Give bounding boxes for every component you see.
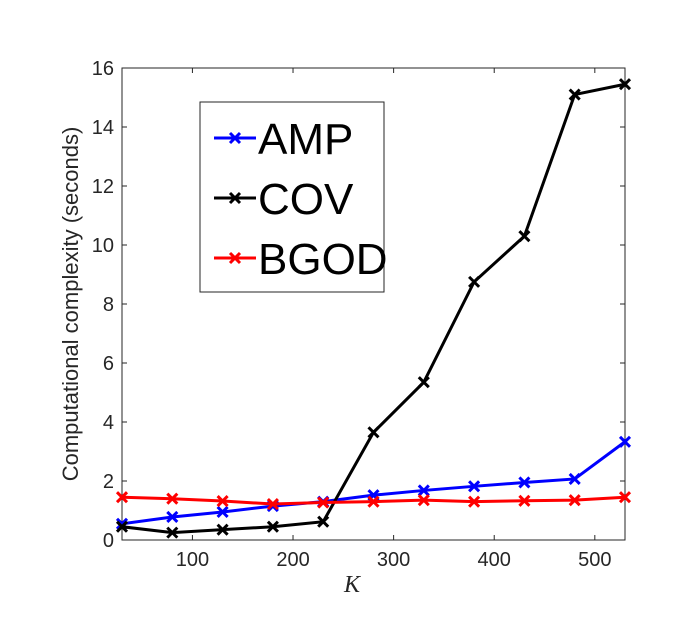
marker <box>618 491 632 504</box>
x-axis-label: K <box>343 572 362 598</box>
legend-label: AMP <box>258 115 353 164</box>
x-tick-label: 200 <box>276 549 309 571</box>
marker <box>417 484 430 497</box>
marker <box>417 376 430 389</box>
y-tick-label: 14 <box>92 117 114 139</box>
y-tick-label: 4 <box>103 412 114 434</box>
marker <box>266 497 279 511</box>
marker <box>166 492 179 505</box>
legend-label: COV <box>258 175 354 224</box>
y-tick-label: 8 <box>103 294 114 316</box>
marker <box>468 275 481 288</box>
marker <box>468 495 481 508</box>
series-line <box>121 440 626 526</box>
marker <box>216 505 229 519</box>
marker <box>317 515 330 528</box>
marker <box>266 520 279 533</box>
y-axis-label: Computational complexity (seconds) <box>58 127 83 482</box>
marker <box>618 78 632 91</box>
x-tick-label: 300 <box>377 549 410 571</box>
marker <box>518 230 531 243</box>
marker <box>417 494 430 507</box>
y-tick-label: 2 <box>103 471 114 493</box>
legend-marker <box>228 191 242 205</box>
y-tick-label: 10 <box>92 235 114 257</box>
y-tick-label: 12 <box>92 176 114 198</box>
marker <box>115 491 129 504</box>
y-tick-label: 0 <box>103 530 114 552</box>
marker <box>216 494 229 508</box>
marker <box>367 495 380 508</box>
legend-label: BGOD <box>258 235 388 284</box>
x-tick-label: 400 <box>478 549 511 571</box>
marker <box>166 526 179 539</box>
legend-marker <box>228 131 242 145</box>
marker <box>468 480 481 493</box>
legend-marker <box>228 251 242 265</box>
marker <box>216 523 229 536</box>
marker <box>568 88 581 101</box>
marker <box>568 472 581 485</box>
marker <box>618 435 632 448</box>
marker <box>367 426 380 439</box>
x-tick-label: 100 <box>176 549 209 571</box>
marker <box>317 496 330 509</box>
marker <box>518 476 531 489</box>
marker <box>518 494 531 507</box>
marker <box>115 520 129 533</box>
y-tick-label: 16 <box>92 58 114 80</box>
y-tick-label: 6 <box>103 353 114 375</box>
marker <box>568 494 581 507</box>
marker <box>166 510 179 524</box>
x-tick-label: 500 <box>578 549 611 571</box>
